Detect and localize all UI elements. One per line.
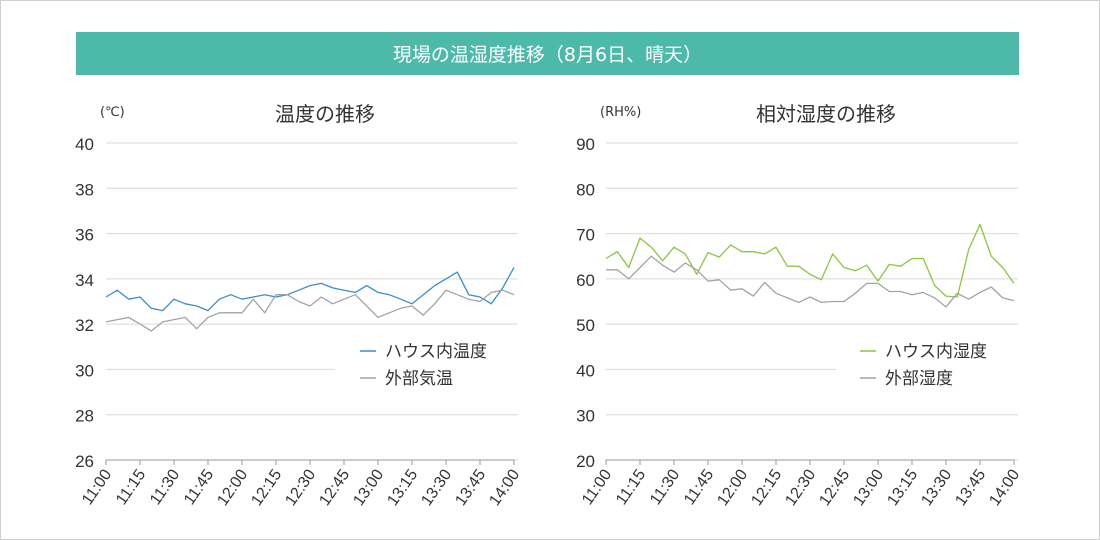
x-tick-label: 13:15: [384, 466, 421, 509]
series-line-outside: [105, 289, 515, 332]
y-tick-label: 70: [576, 226, 595, 245]
y-tick-label: 26: [75, 452, 94, 471]
x-tick-label: 14:00: [986, 466, 1023, 509]
x-tick-label: 12:45: [316, 466, 353, 509]
chart-temperature: 26 28 30 32 34 36 38 40 11:0011:1511:3011:4512:0…: [75, 135, 523, 509]
x-tick-label: 11:00: [79, 466, 115, 508]
legend-label: ハウス内温度: [385, 342, 487, 362]
x-tick-label: 11:45: [181, 466, 217, 508]
y-tick-label: 90: [576, 135, 595, 154]
y-tick-label: 38: [75, 180, 94, 199]
series-line-outside: [606, 255, 1015, 308]
x-tick-label: 13:00: [850, 466, 887, 509]
y-tick-label: 40: [576, 361, 595, 380]
y-tick-label: 40: [75, 135, 94, 154]
chart-title-temperature: 温度の推移: [275, 102, 375, 126]
x-tick-label: 12:15: [748, 466, 785, 509]
y-tick-label: 32: [75, 316, 94, 335]
y-tick-label: 30: [576, 407, 595, 426]
x-tick-label: 13:45: [952, 466, 989, 509]
chart-humidity: 20 30 40 50 60 70 80 90 11:0011:1511:3011:4512:0…: [576, 135, 1023, 509]
x-tick-label: 13:30: [418, 466, 455, 509]
x-tick-label: 12:00: [714, 466, 751, 509]
x-tick-label: 11:45: [681, 466, 717, 508]
x-tick-label: 11:30: [647, 466, 683, 508]
y-tick-label: 50: [576, 316, 595, 335]
legend-label: 外部気温: [385, 369, 453, 389]
y-tick-label: 36: [75, 226, 94, 245]
x-tick-label: 12:15: [248, 466, 285, 509]
x-tick-label: 13:45: [452, 466, 489, 509]
x-tick-label: 13:00: [350, 466, 387, 509]
unit-label-temperature: (℃): [100, 105, 125, 120]
unit-label-humidity: (RH%): [600, 105, 641, 120]
x-tick-label: 12:30: [782, 466, 819, 509]
x-tick-label: 11:15: [613, 466, 649, 508]
x-tick-label: 14:00: [486, 466, 523, 509]
y-tick-label: 28: [75, 407, 94, 426]
x-tick-label: 12:00: [214, 466, 251, 509]
x-tick-label: 13:15: [884, 466, 921, 509]
banner-title: 現場の温湿度推移（8月6日、晴天）: [76, 32, 1019, 75]
legend-label: 外部湿度: [885, 369, 953, 389]
series-line-inside: [605, 223, 1015, 298]
x-tick-label: 12:30: [282, 466, 319, 509]
x-tick-label: 12:45: [816, 466, 853, 509]
chart-title-humidity: 相対湿度の推移: [756, 102, 896, 126]
y-tick-label: 34: [75, 271, 94, 290]
x-tick-label: 13:30: [918, 466, 955, 509]
y-tick-label: 20: [576, 452, 595, 471]
y-tick-label: 30: [75, 361, 94, 380]
x-tick-label: 11:15: [113, 466, 149, 508]
y-tick-label: 80: [576, 180, 595, 199]
x-tick-label: 11:30: [147, 466, 183, 508]
y-tick-label: 60: [576, 271, 595, 290]
legend-label: ハウス内湿度: [885, 342, 987, 362]
series-line-inside: [105, 267, 515, 312]
x-tick-label: 11:00: [579, 466, 615, 508]
